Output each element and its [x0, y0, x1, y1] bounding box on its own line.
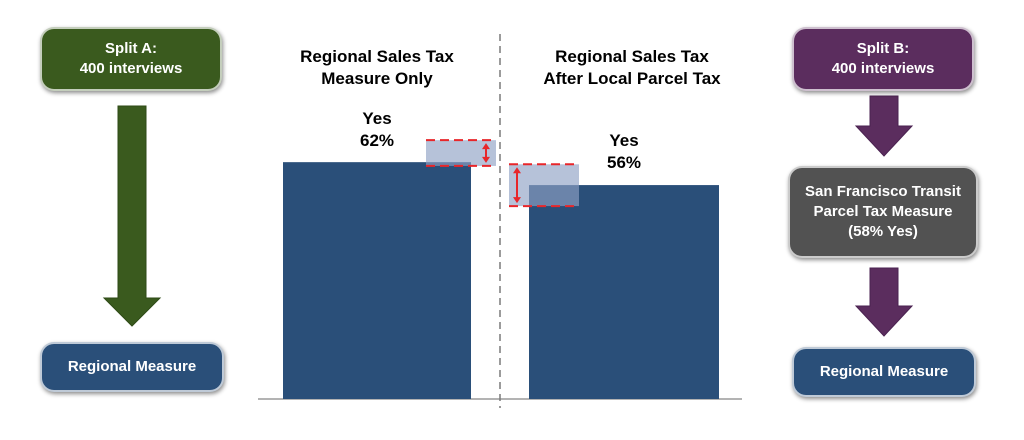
bar-label-right-line2: 56% — [606, 153, 642, 172]
split-a-subtitle: 400 interviews — [79, 60, 183, 77]
split-b-result-box: Regional Measure — [792, 347, 976, 397]
split-b-middle-line2: Parcel Tax Measure — [813, 203, 953, 220]
split-b-title: Split B: — [856, 40, 910, 57]
dbl-right-head-up — [513, 167, 521, 174]
bar-label-left-line1: Yes — [362, 109, 392, 128]
chart-title-right: Regional Sales Tax After Local Parcel Ta… — [512, 46, 752, 90]
bar-after-parcel-tax — [529, 185, 719, 399]
split-a-down-arrow — [102, 105, 162, 327]
bar-label-left-line2: 62% — [359, 131, 395, 150]
bar-label-left: Yes 62% — [337, 108, 417, 152]
bar-label-right: Yes 56% — [584, 130, 664, 174]
chart-title-right-line2: After Local Parcel Tax — [543, 69, 721, 88]
bar-measure-only — [283, 162, 471, 399]
split-b-box: Split B: 400 interviews — [792, 27, 974, 91]
bar-label-right-line1: Yes — [609, 131, 639, 150]
split-b-result-label: Regional Measure — [819, 363, 949, 380]
difference-highlight-right — [509, 164, 579, 207]
split-b-down-arrow-bottom — [854, 267, 914, 337]
split-b-middle-line1: San Francisco Transit — [805, 183, 961, 200]
split-a-box: Split A: 400 interviews — [40, 27, 222, 91]
split-b-middle-box: San Francisco Transit Parcel Tax Measure… — [788, 166, 978, 258]
chart-title-left-line1: Regional Sales Tax — [300, 47, 454, 66]
dbl-right-head-down — [513, 197, 521, 204]
split-a-title: Split A: — [105, 40, 157, 57]
split-b-middle-line3: (58% Yes) — [848, 223, 918, 240]
dbl-left-head-down — [482, 156, 490, 163]
split-b-down-arrow-top — [854, 95, 914, 157]
chart-title-left: Regional Sales Tax Measure Only — [262, 46, 492, 90]
split-a-result-box: Regional Measure — [40, 342, 224, 392]
difference-double-arrow-right — [513, 167, 521, 204]
split-a-result-label: Regional Measure — [67, 358, 197, 375]
chart-title-left-line2: Measure Only — [321, 69, 433, 88]
dbl-left-head-up — [482, 143, 490, 150]
split-b-subtitle: 400 interviews — [831, 60, 935, 77]
chart-title-right-line1: Regional Sales Tax — [555, 47, 709, 66]
difference-double-arrow-left — [482, 143, 490, 163]
difference-highlight-left — [426, 140, 496, 166]
